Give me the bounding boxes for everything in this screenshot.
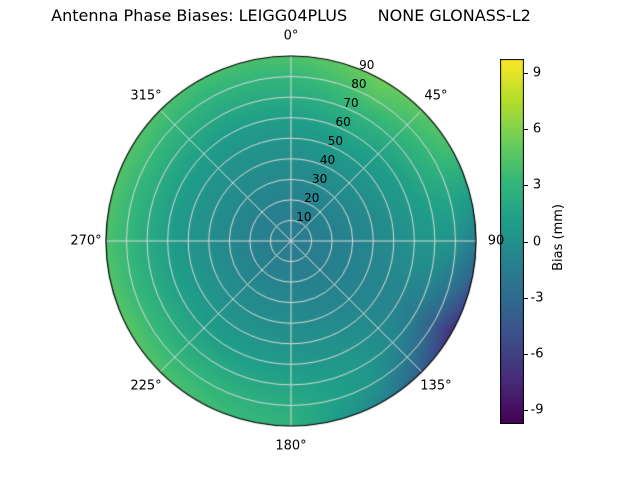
angular-tick-label: 315° xyxy=(130,88,162,104)
radial-tick-label: 20 xyxy=(304,191,320,206)
angular-tick-label: 0° xyxy=(283,28,299,44)
radial-tick-label: 30 xyxy=(311,172,328,187)
colorbar-tick-label: 3 xyxy=(532,177,542,193)
radial-tick-label: 60 xyxy=(335,115,351,130)
colorbar-tick-label: -9 xyxy=(530,402,544,418)
angular-tick-label: 90 xyxy=(487,233,505,249)
colorbar-tick-mark xyxy=(524,185,528,187)
radial-tick-label: 10 xyxy=(296,210,312,224)
colorbar-tick-mark xyxy=(524,73,528,75)
colorbar-tick-mark xyxy=(524,409,528,411)
angular-tick-label: 180° xyxy=(275,438,307,454)
colorbar-tick-label: -6 xyxy=(530,346,544,362)
angular-tick-label: 225° xyxy=(130,378,162,394)
colorbar-canvas xyxy=(500,59,524,424)
radial-tick-label: 90 xyxy=(359,58,375,73)
radial-tick-label: 50 xyxy=(327,134,343,149)
angular-tick-label: 45° xyxy=(424,88,448,104)
colorbar-tick-label: 9 xyxy=(532,65,542,81)
radial-tick-label: 40 xyxy=(319,153,336,168)
colorbar-tick-label: 0 xyxy=(532,234,542,249)
polar-heatmap-canvas xyxy=(105,55,477,427)
colorbar-label: Bias (mm) xyxy=(551,204,566,271)
angular-tick-label: 270° xyxy=(70,233,102,249)
colorbar-tick-label: 6 xyxy=(532,121,542,137)
colorbar-tick-mark xyxy=(524,353,528,355)
colorbar-tick-label: -3 xyxy=(530,290,544,306)
radial-tick-label: 70 xyxy=(343,96,359,111)
colorbar-tick-mark xyxy=(524,129,528,131)
chart-title: Antenna Phase Biases: LEIGG04PLUS NONE G… xyxy=(51,6,531,25)
colorbar-tick-mark xyxy=(524,241,528,243)
colorbar-tick-mark xyxy=(524,297,528,299)
angular-tick-label: 135° xyxy=(420,378,452,394)
radial-tick-label: 80 xyxy=(351,77,367,92)
